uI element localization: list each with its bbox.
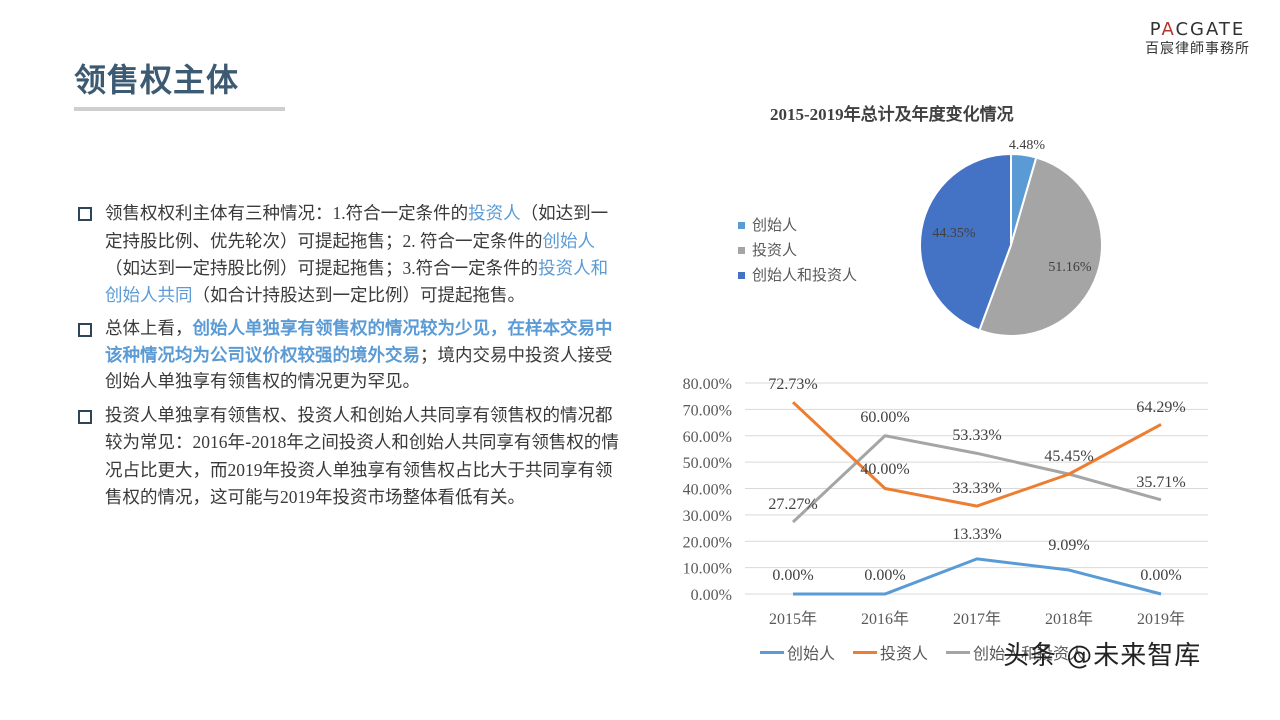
- bullet-text: 年投资人单独享有领售权占比大于共同享有领售权的情况，这可能与: [105, 460, 613, 509]
- line-data-label: 9.09%: [1048, 537, 1089, 554]
- pie-data-label: 51.16%: [1048, 260, 1092, 275]
- line-legend-item: 创始人和投资人: [946, 640, 1085, 664]
- legend-label: 投资人: [752, 241, 798, 259]
- legend-label: 投资人: [880, 644, 929, 663]
- square-bullet-icon: [78, 323, 92, 337]
- bullet-text: ；境内交易中投资人接受创始人单独享有领售权的情况更为罕见。: [105, 345, 613, 393]
- bullet-text: （如达到一定持股比例）可提起拖售；: [105, 259, 403, 279]
- logo-english: PACGATE: [1149, 19, 1246, 40]
- pie-legend: 创始人投资人创始人和投资人: [738, 213, 857, 288]
- pie-legend-item: 创始人: [738, 213, 857, 238]
- line-data-label: 33.33%: [952, 480, 1001, 497]
- square-bullet-icon: [78, 409, 92, 424]
- bullet-number: 1.: [332, 203, 346, 223]
- line-data-label: 27.27%: [768, 496, 817, 513]
- line-data-label: 72.73%: [768, 376, 817, 393]
- y-axis-tick: 10.00%: [683, 561, 732, 578]
- line-legend-item: 创始人: [760, 640, 835, 664]
- legend-label: 创始人: [787, 644, 836, 663]
- legend-line-icon: [853, 650, 878, 654]
- pie-slice: [919, 152, 1012, 332]
- bullet-list: 领售权权利主体有三种情况：1.符合一定条件的投资人（如达到一定持股比例、优先轮次…: [75, 200, 620, 519]
- bullet-item: 领售权权利主体有三种情况：1.符合一定条件的投资人（如达到一定持股比例、优先轮次…: [75, 200, 620, 309]
- line-data-label: 64.29%: [1136, 399, 1185, 416]
- y-axis-tick: 70.00%: [683, 402, 732, 419]
- highlighted-text: 投资人: [468, 204, 521, 224]
- x-axis-tick: 2017年: [953, 610, 1001, 628]
- legend-label: 创始人: [752, 216, 798, 234]
- line-legend-item: 投资人: [853, 640, 928, 664]
- legend-line-icon: [946, 650, 971, 654]
- line-data-label: 35.71%: [1136, 474, 1185, 491]
- bullet-text: 年投资市场整体看低有关。: [315, 488, 525, 508]
- bullet-text: 符合一定条件的: [345, 204, 469, 224]
- pie-data-label: 4.48%: [1009, 138, 1046, 153]
- line-data-label: 40.00%: [860, 461, 909, 478]
- bullet-text: 年-: [227, 433, 252, 453]
- line-data-label: 60.00%: [860, 409, 909, 426]
- title-underline: [74, 107, 285, 111]
- bullet-text: 投资人单独享有领售权、投资人和创始人共同享有领售权的情况都较为常见：: [105, 405, 613, 454]
- y-axis-tick: 0.00%: [691, 587, 732, 604]
- bullet-number: 2.: [402, 230, 420, 251]
- bullet-number: 2019: [227, 459, 263, 480]
- bullet-number: 2019: [280, 487, 315, 507]
- bullet-item: 投资人单独享有领售权、投资人和创始人共同享有领售权的情况都较为常见：2016年-…: [75, 403, 620, 512]
- company-logo: PACGATE 百宸律師事務所: [1145, 20, 1250, 58]
- pie-slice: [978, 156, 1103, 337]
- pie-legend-item: 创始人和投资人: [738, 263, 857, 288]
- highlighted-text: 创始人单独享有领售权的情况较为少见，在样本交易中该种情况均为公司议价权较强的境外…: [105, 319, 613, 366]
- line-data-label: 0.00%: [772, 567, 813, 584]
- logo-chinese: 百宸律師事務所: [1145, 41, 1250, 57]
- bullet-text: （如合计持股达到一定比例）可提起拖售。: [192, 285, 526, 306]
- legend-label: 创始人和投资人: [752, 266, 858, 284]
- watermark: 头条 @未来智库: [1003, 641, 1202, 671]
- legend-swatch-icon: [738, 272, 745, 279]
- pie-legend-item: 投资人: [738, 238, 857, 263]
- y-axis-tick: 80.00%: [683, 376, 732, 393]
- page-title: 领售权主体: [74, 61, 240, 99]
- bullet-text: 符合一定条件的: [420, 231, 543, 252]
- line-series: [791, 401, 1162, 508]
- x-axis-tick: 2019年: [1137, 610, 1185, 628]
- bullet-text: 总体上看，: [105, 319, 193, 339]
- bullet-item: 总体上看，创始人单独享有领售权的情况较为少见，在样本交易中该种情况均为公司议价权…: [75, 316, 620, 396]
- line-data-label: 0.00%: [864, 567, 905, 584]
- line-data-label: 45.45%: [1044, 448, 1093, 465]
- highlighted-text: 投资人和创始人共同: [105, 259, 609, 306]
- line-data-label: 53.33%: [952, 427, 1001, 444]
- x-axis-tick: 2018年: [1045, 610, 1093, 628]
- line-series: [791, 434, 1162, 524]
- legend-swatch-icon: [738, 247, 745, 254]
- y-axis-tick: 60.00%: [683, 429, 732, 446]
- square-bullet-icon: [78, 207, 92, 221]
- y-axis-tick: 20.00%: [683, 534, 732, 551]
- line-series: [793, 557, 1162, 596]
- x-axis-tick: 2016年: [861, 610, 909, 628]
- bullet-number: 2018: [251, 432, 287, 452]
- bullet-number: 2016: [192, 432, 228, 452]
- y-axis-tick: 30.00%: [683, 508, 732, 525]
- line-data-label: 0.00%: [1140, 567, 1181, 584]
- bullet-text: （如达到一定持股比例、优先轮次）可提起拖售；: [105, 204, 609, 252]
- bullet-text: 年之间投资人和创始人共同享有领售权的情况占比更大，而: [105, 433, 619, 481]
- pie-data-label: 44.35%: [932, 226, 976, 241]
- highlighted-text: 创始人: [542, 231, 596, 252]
- bullet-text: 领售权权利主体有三种情况：: [105, 204, 333, 224]
- line-legend: 创始人 投资人 创始人和投资人: [760, 640, 1085, 664]
- legend-swatch-icon: [738, 222, 745, 229]
- line-data-label: 13.33%: [952, 526, 1001, 543]
- y-axis-tick: 50.00%: [683, 455, 732, 472]
- legend-label: 创始人和投资人: [973, 644, 1086, 663]
- bullet-number: 3.: [402, 258, 416, 278]
- x-axis-tick: 2015年: [769, 610, 817, 628]
- bullet-text: 符合一定条件的: [415, 259, 539, 279]
- y-axis-tick: 40.00%: [683, 482, 732, 499]
- pie-chart-title: 2015-2019年总计及年度变化情况: [770, 105, 1014, 124]
- legend-line-icon: [760, 650, 784, 654]
